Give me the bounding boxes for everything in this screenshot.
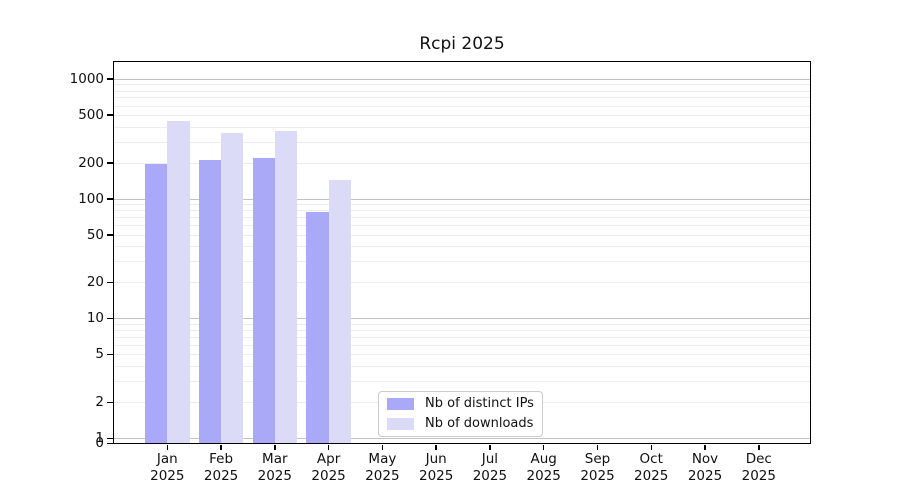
gridline-4 (114, 365, 810, 367)
x-tick-mark-oct-2025 (650, 445, 652, 450)
y-tick-mark-20 (107, 281, 114, 284)
bar-nb-of-downloads-jan-2025 (167, 121, 190, 443)
gridline-300 (114, 141, 810, 143)
gridline-8 (114, 329, 810, 331)
legend-label-distinct-ips: Nb of distinct IPs (425, 396, 534, 411)
y-tick-label-1000: 1000 (69, 70, 104, 87)
x-tick-label-sep-2025: Sep 2025 (580, 451, 615, 484)
gridline-6 (114, 344, 810, 346)
gridline-200 (114, 162, 810, 164)
y-tick-label-0: 0 (95, 435, 104, 451)
x-tick-label-dec-2025: Dec 2025 (741, 451, 776, 484)
gridline-1 (114, 438, 810, 439)
gridline-20 (114, 282, 810, 284)
x-tick-mark-feb-2025 (220, 445, 222, 450)
gridline-400 (114, 126, 810, 128)
gridline-600 (114, 105, 810, 107)
y-tick-mark-0 (107, 442, 114, 444)
y-tick-label-2: 2 (95, 394, 104, 410)
gridline-3 (114, 380, 810, 382)
x-tick-mark-jan-2025 (166, 445, 169, 450)
y-tick-mark-5 (107, 353, 114, 356)
gridline-900 (114, 84, 810, 86)
x-tick-mark-sep-2025 (596, 445, 599, 450)
legend: Nb of distinct IPs Nb of downloads (378, 391, 543, 437)
x-tick-label-jul-2025: Jul 2025 (472, 451, 508, 484)
x-tick-label-oct-2025: Oct 2025 (634, 451, 669, 484)
bar-nb-of-downloads-mar-2025 (274, 131, 298, 443)
gridline-9 (114, 323, 810, 325)
legend-item-distinct-ips: Nb of distinct IPs (387, 395, 542, 414)
legend-swatch-distinct-ips (387, 398, 414, 410)
gridline-700 (114, 97, 810, 99)
y-tick-mark-100 (107, 198, 114, 200)
gridline-10 (114, 318, 810, 320)
x-tick-label-apr-2025: Apr 2025 (311, 451, 346, 484)
gridline-1000 (114, 78, 810, 80)
bar-nb-of-distinct-ips-mar-2025 (252, 157, 275, 443)
bar-nb-of-downloads-feb-2025 (221, 133, 244, 443)
gridline-70 (114, 217, 810, 219)
gridline-60 (114, 225, 810, 227)
x-tick-mark-nov-2025 (704, 445, 706, 450)
gridline-800 (114, 90, 810, 92)
plot-area (113, 61, 811, 444)
y-tick-mark-10 (107, 317, 114, 320)
y-tick-mark-500 (107, 114, 114, 116)
y-tick-mark-1000 (107, 78, 114, 80)
gridline-50 (114, 234, 810, 236)
bar-nb-of-downloads-apr-2025 (328, 180, 351, 443)
x-tick-label-jun-2025: Jun 2025 (419, 451, 454, 484)
gridline-500 (114, 114, 810, 116)
y-tick-label-50: 50 (86, 226, 104, 243)
gridline-40 (114, 246, 810, 248)
gridline-100 (114, 198, 810, 200)
legend-item-downloads: Nb of downloads (387, 415, 542, 434)
y-tick-mark-200 (107, 162, 114, 164)
x-tick-mark-jul-2025 (489, 445, 491, 450)
x-tick-label-aug-2025: Aug 2025 (526, 451, 561, 484)
gridline-5 (114, 354, 810, 356)
gridline-7 (114, 336, 810, 338)
x-tick-label-may-2025: May 2025 (365, 451, 400, 484)
gridline-90 (114, 204, 810, 206)
y-tick-label-100: 100 (78, 190, 104, 207)
gridline-30 (114, 261, 810, 263)
legend-label-downloads: Nb of downloads (425, 416, 534, 431)
y-tick-mark-1 (107, 437, 114, 439)
bar-nb-of-distinct-ips-apr-2025 (306, 211, 329, 443)
x-tick-label-feb-2025: Feb 2025 (203, 451, 239, 484)
y-tick-label-5: 5 (95, 346, 104, 363)
x-tick-mark-aug-2025 (542, 445, 545, 450)
y-tick-label-1: 1 (95, 430, 104, 446)
bar-nb-of-distinct-ips-jan-2025 (145, 163, 168, 443)
x-tick-label-nov-2025: Nov 2025 (687, 451, 723, 484)
y-tick-mark-2 (107, 401, 114, 403)
gridline-80 (114, 210, 810, 212)
y-tick-label-200: 200 (78, 154, 104, 171)
bar-nb-of-distinct-ips-feb-2025 (198, 160, 222, 443)
x-tick-label-jan-2025: Jan 2025 (150, 451, 185, 484)
x-tick-mark-may-2025 (381, 445, 384, 450)
y-tick-label-20: 20 (86, 274, 104, 291)
x-tick-label-mar-2025: Mar 2025 (257, 451, 292, 484)
y-tick-label-500: 500 (78, 106, 104, 123)
legend-swatch-downloads (387, 418, 414, 430)
x-tick-mark-jun-2025 (435, 445, 437, 450)
x-tick-mark-apr-2025 (327, 445, 330, 450)
x-tick-mark-mar-2025 (274, 445, 276, 450)
chart-title: Rcpi 2025 (419, 34, 505, 54)
y-tick-mark-50 (107, 234, 114, 236)
y-tick-label-10: 10 (86, 310, 104, 327)
x-tick-mark-dec-2025 (758, 445, 760, 450)
